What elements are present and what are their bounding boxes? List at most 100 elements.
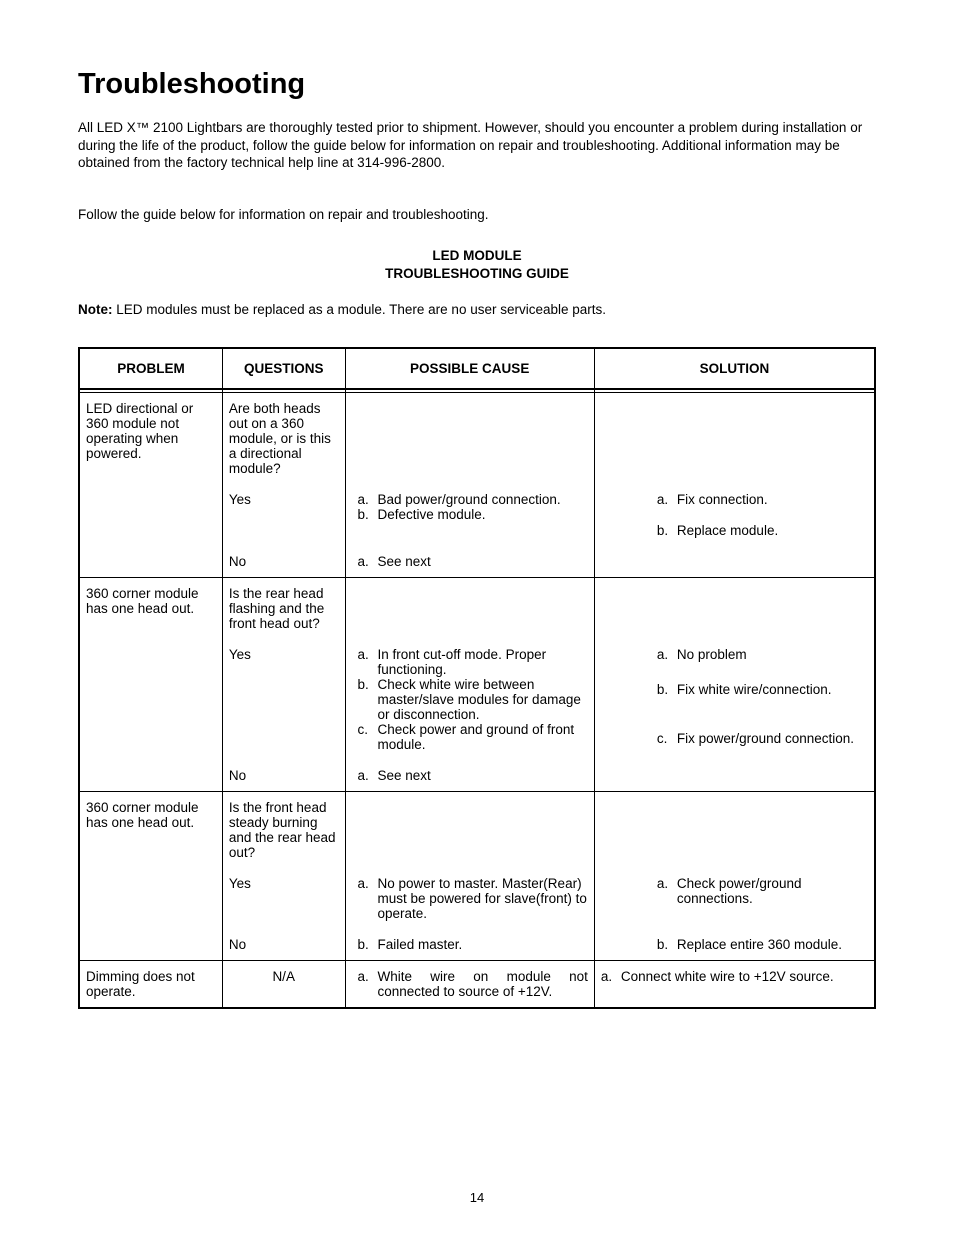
list-text: White wire on module not connected to so… — [378, 969, 588, 999]
cell-cause: a.In front cut-off mode. Proper function… — [345, 639, 594, 760]
follow-paragraph: Follow the guide below for information o… — [78, 206, 876, 224]
page-number: 14 — [0, 1190, 954, 1205]
cell-cause — [345, 392, 594, 484]
cell-answer-label: Yes — [222, 484, 345, 546]
list-key: b. — [358, 677, 374, 722]
page-title: Troubleshooting — [78, 68, 876, 101]
cell-question: Is the front head steady burning and the… — [222, 791, 345, 868]
table-header-row: PROBLEM QUESTIONS POSSIBLE CAUSE SOLUTIO… — [79, 348, 875, 389]
list-key: b. — [358, 507, 374, 522]
list-key: b. — [657, 937, 673, 952]
cell-solution — [594, 791, 875, 868]
list-text: Replace entire 360 module. — [677, 937, 868, 952]
list-text: Connect white wire to +12V source. — [621, 969, 868, 984]
cell-question: Is the rear head flashing and the front … — [222, 577, 345, 639]
cell-solution: a. Fix connection. b. Replace module. — [594, 484, 875, 546]
list-text: No power to master. Master(Rear) must be… — [378, 876, 588, 921]
cell-solution: a. Connect white wire to +12V source. — [594, 960, 875, 1008]
col-header-questions: QUESTIONS — [222, 348, 345, 389]
note-label: Note: — [78, 302, 113, 317]
list-key: a. — [358, 647, 374, 677]
list-text: In front cut-off mode. Proper functionin… — [378, 647, 588, 677]
troubleshooting-table: PROBLEM QUESTIONS POSSIBLE CAUSE SOLUTIO… — [78, 347, 876, 1009]
list-key: a. — [657, 876, 673, 906]
guide-title-line1: LED MODULE — [432, 248, 521, 263]
list-key: a. — [358, 768, 374, 783]
cell-cause — [345, 577, 594, 639]
cell-cause: a.See next — [345, 546, 594, 578]
note-paragraph: Note: LED modules must be replaced as a … — [78, 302, 876, 317]
list-text: Fix power/ground connection. — [677, 731, 868, 746]
table-row: LED directional or 360 module not operat… — [79, 392, 875, 484]
guide-title: LED MODULE TROUBLESHOOTING GUIDE — [78, 247, 876, 283]
note-text: LED modules must be replaced as a module… — [113, 302, 607, 317]
table-row: No a.See next — [79, 546, 875, 578]
guide-title-line2: TROUBLESHOOTING GUIDE — [385, 266, 569, 281]
list-text: Defective module. — [378, 507, 588, 522]
cell-answer-label: Yes — [222, 868, 345, 929]
table-row: Yes a.No power to master. Master(Rear) m… — [79, 868, 875, 929]
cell-solution — [594, 577, 875, 639]
table-row: Dimming does not operate. N/A a.White wi… — [79, 960, 875, 1008]
cell-blank — [79, 868, 222, 929]
table-row: 360 corner module has one head out. Is t… — [79, 577, 875, 639]
table-row: Yes a. Bad power/ground connection. b. Def… — [79, 484, 875, 546]
cell-cause: a.No power to master. Master(Rear) must … — [345, 868, 594, 929]
list-key: a. — [601, 969, 617, 984]
intro-paragraph: All LED X™ 2100 Lightbars are thoroughly… — [78, 119, 876, 172]
cell-blank — [79, 484, 222, 546]
cell-problem: LED directional or 360 module not operat… — [79, 392, 222, 484]
table-row: No a. See next — [79, 760, 875, 792]
cell-solution: a.Check power/ground connections. — [594, 868, 875, 929]
list-key: a. — [358, 876, 374, 921]
cell-question-na: N/A — [222, 960, 345, 1008]
list-text: See next — [378, 768, 588, 783]
cell-cause: a. See next — [345, 760, 594, 792]
cell-answer-label: No — [222, 546, 345, 578]
cell-problem: 360 corner module has one head out. — [79, 791, 222, 868]
cell-cause: a.White wire on module not connected to … — [345, 960, 594, 1008]
cell-blank — [79, 546, 222, 578]
list-key: b. — [657, 682, 673, 697]
cell-cause — [345, 791, 594, 868]
cell-solution — [594, 546, 875, 578]
list-key: a. — [358, 554, 374, 569]
list-text: Check power and ground of front module. — [378, 722, 588, 752]
document-page: Troubleshooting All LED X™ 2100 Lightbar… — [0, 0, 954, 1235]
cell-solution — [594, 760, 875, 792]
list-key: b. — [358, 937, 374, 952]
list-text: Replace module. — [677, 523, 868, 538]
cell-blank — [79, 929, 222, 961]
cell-blank — [79, 639, 222, 760]
cell-answer-label: Yes — [222, 639, 345, 760]
cell-cause: a. Bad power/ground connection. b. Defecti… — [345, 484, 594, 546]
list-key: b. — [657, 523, 673, 538]
list-text: Bad power/ground connection. — [378, 492, 588, 507]
list-key: a. — [657, 492, 673, 507]
cell-problem: Dimming does not operate. — [79, 960, 222, 1008]
list-text: Failed master. — [378, 937, 588, 952]
cell-answer-label: No — [222, 929, 345, 961]
list-key: a. — [358, 969, 374, 999]
list-key: a. — [358, 492, 374, 507]
col-header-problem: PROBLEM — [79, 348, 222, 389]
table-row: No b. Failed master. b. Replace entire 360… — [79, 929, 875, 961]
cell-solution: b. Replace entire 360 module. — [594, 929, 875, 961]
list-text: Check power/ground connections. — [677, 876, 868, 906]
list-key: c. — [657, 731, 673, 746]
col-header-solution: SOLUTION — [594, 348, 875, 389]
list-key: c. — [358, 722, 374, 752]
list-text: Check white wire between master/slave mo… — [378, 677, 588, 722]
cell-problem: 360 corner module has one head out. — [79, 577, 222, 639]
table-row: 360 corner module has one head out. Is t… — [79, 791, 875, 868]
cell-blank — [79, 760, 222, 792]
cell-question: Are both heads out on a 360 module, or i… — [222, 392, 345, 484]
cell-cause: b. Failed master. — [345, 929, 594, 961]
list-text: Fix connection. — [677, 492, 868, 507]
cell-answer-label: No — [222, 760, 345, 792]
col-header-possible-cause: POSSIBLE CAUSE — [345, 348, 594, 389]
list-text: No problem — [677, 647, 868, 662]
table-row: Yes a.In front cut-off mode. Proper func… — [79, 639, 875, 760]
cell-solution — [594, 392, 875, 484]
list-key: a. — [657, 647, 673, 662]
